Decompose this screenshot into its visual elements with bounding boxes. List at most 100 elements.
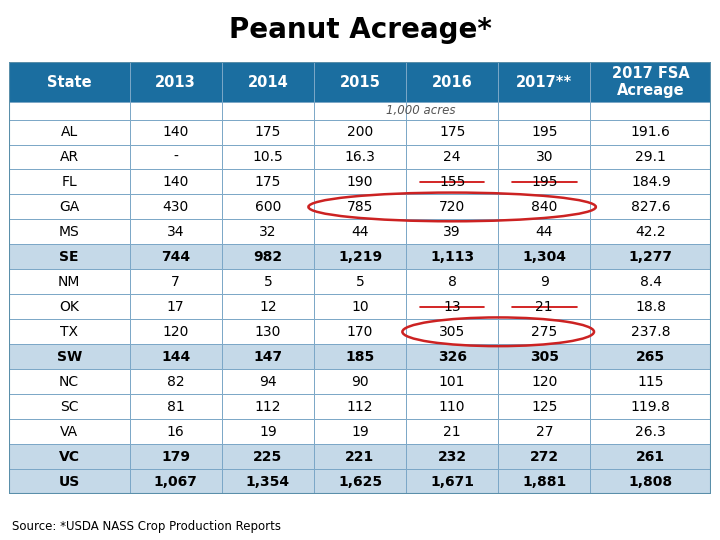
Bar bbox=[406, 219, 498, 245]
Text: 81: 81 bbox=[167, 400, 184, 414]
Text: 147: 147 bbox=[253, 350, 282, 364]
Bar bbox=[9, 269, 130, 294]
Bar bbox=[222, 345, 314, 369]
Bar bbox=[498, 294, 590, 319]
Text: 12: 12 bbox=[259, 300, 276, 314]
Text: 1,113: 1,113 bbox=[430, 250, 474, 264]
Text: 21: 21 bbox=[536, 300, 553, 314]
Bar bbox=[130, 269, 222, 294]
Bar bbox=[590, 469, 711, 494]
Text: 1,625: 1,625 bbox=[338, 475, 382, 489]
Bar bbox=[406, 469, 498, 494]
Bar bbox=[130, 419, 222, 444]
Text: 170: 170 bbox=[347, 325, 373, 339]
Bar bbox=[222, 444, 314, 469]
Text: 112: 112 bbox=[347, 400, 373, 414]
Text: 175: 175 bbox=[255, 125, 281, 139]
Text: 112: 112 bbox=[255, 400, 281, 414]
Bar bbox=[406, 419, 498, 444]
Bar bbox=[9, 319, 130, 345]
Bar bbox=[9, 444, 130, 469]
Bar bbox=[314, 469, 406, 494]
Text: 744: 744 bbox=[161, 250, 190, 264]
Text: 44: 44 bbox=[536, 225, 553, 239]
Bar bbox=[9, 119, 130, 145]
Text: Source: *USDA NASS Crop Production Reports: Source: *USDA NASS Crop Production Repor… bbox=[12, 520, 282, 533]
Bar bbox=[406, 145, 498, 170]
Text: 785: 785 bbox=[347, 200, 373, 214]
Text: US: US bbox=[58, 475, 80, 489]
Text: 140: 140 bbox=[163, 175, 189, 189]
Text: 827.6: 827.6 bbox=[631, 200, 670, 214]
Bar bbox=[314, 170, 406, 194]
Bar bbox=[590, 170, 711, 194]
Bar bbox=[406, 444, 498, 469]
Text: 200: 200 bbox=[347, 125, 373, 139]
Text: 13: 13 bbox=[444, 300, 461, 314]
Bar bbox=[406, 119, 498, 145]
Bar bbox=[130, 62, 222, 102]
Text: 120: 120 bbox=[531, 375, 557, 389]
Bar bbox=[130, 394, 222, 419]
Bar bbox=[9, 419, 130, 444]
Text: 7: 7 bbox=[171, 275, 180, 289]
Text: -: - bbox=[174, 150, 178, 164]
Text: 1,067: 1,067 bbox=[154, 475, 198, 489]
Text: SW: SW bbox=[57, 350, 82, 364]
Text: NC: NC bbox=[59, 375, 79, 389]
Bar bbox=[590, 444, 711, 469]
Bar bbox=[9, 345, 130, 369]
Text: 144: 144 bbox=[161, 350, 190, 364]
Text: 1,304: 1,304 bbox=[522, 250, 566, 264]
Text: 8.4: 8.4 bbox=[640, 275, 662, 289]
Text: 26.3: 26.3 bbox=[636, 424, 666, 438]
Text: SE: SE bbox=[60, 250, 79, 264]
Text: 2016: 2016 bbox=[432, 75, 472, 90]
Bar bbox=[9, 145, 130, 170]
Text: TX: TX bbox=[60, 325, 78, 339]
Bar bbox=[498, 369, 590, 394]
Bar bbox=[590, 194, 711, 219]
Bar bbox=[314, 269, 406, 294]
Bar bbox=[9, 194, 130, 219]
Bar bbox=[314, 219, 406, 245]
Text: 1,000 acres: 1,000 acres bbox=[386, 104, 455, 117]
Text: 1,881: 1,881 bbox=[522, 475, 567, 489]
Text: 18.8: 18.8 bbox=[635, 300, 666, 314]
Bar bbox=[498, 119, 590, 145]
Text: MS: MS bbox=[59, 225, 79, 239]
Text: 195: 195 bbox=[531, 125, 557, 139]
Text: 2015: 2015 bbox=[340, 75, 380, 90]
Bar bbox=[130, 102, 711, 119]
Text: 101: 101 bbox=[439, 375, 465, 389]
Text: 32: 32 bbox=[259, 225, 276, 239]
Bar bbox=[222, 294, 314, 319]
Text: 1,219: 1,219 bbox=[338, 250, 382, 264]
Text: 261: 261 bbox=[636, 450, 665, 464]
Text: 155: 155 bbox=[439, 175, 465, 189]
Text: 120: 120 bbox=[163, 325, 189, 339]
Bar bbox=[406, 319, 498, 345]
Bar bbox=[9, 394, 130, 419]
Bar bbox=[222, 219, 314, 245]
Text: 265: 265 bbox=[636, 350, 665, 364]
Text: 1,671: 1,671 bbox=[430, 475, 474, 489]
Text: 10: 10 bbox=[351, 300, 369, 314]
Bar bbox=[314, 394, 406, 419]
Text: 1,277: 1,277 bbox=[629, 250, 673, 264]
Bar bbox=[498, 62, 590, 102]
Bar bbox=[222, 369, 314, 394]
Bar bbox=[498, 444, 590, 469]
Text: 44: 44 bbox=[351, 225, 369, 239]
Text: 221: 221 bbox=[346, 450, 374, 464]
Bar bbox=[9, 245, 130, 269]
Bar bbox=[9, 170, 130, 194]
Text: 16.3: 16.3 bbox=[345, 150, 375, 164]
Bar bbox=[222, 170, 314, 194]
Text: 272: 272 bbox=[530, 450, 559, 464]
Bar bbox=[590, 345, 711, 369]
Bar bbox=[406, 294, 498, 319]
Text: 275: 275 bbox=[531, 325, 557, 339]
Bar bbox=[222, 269, 314, 294]
Bar bbox=[222, 145, 314, 170]
